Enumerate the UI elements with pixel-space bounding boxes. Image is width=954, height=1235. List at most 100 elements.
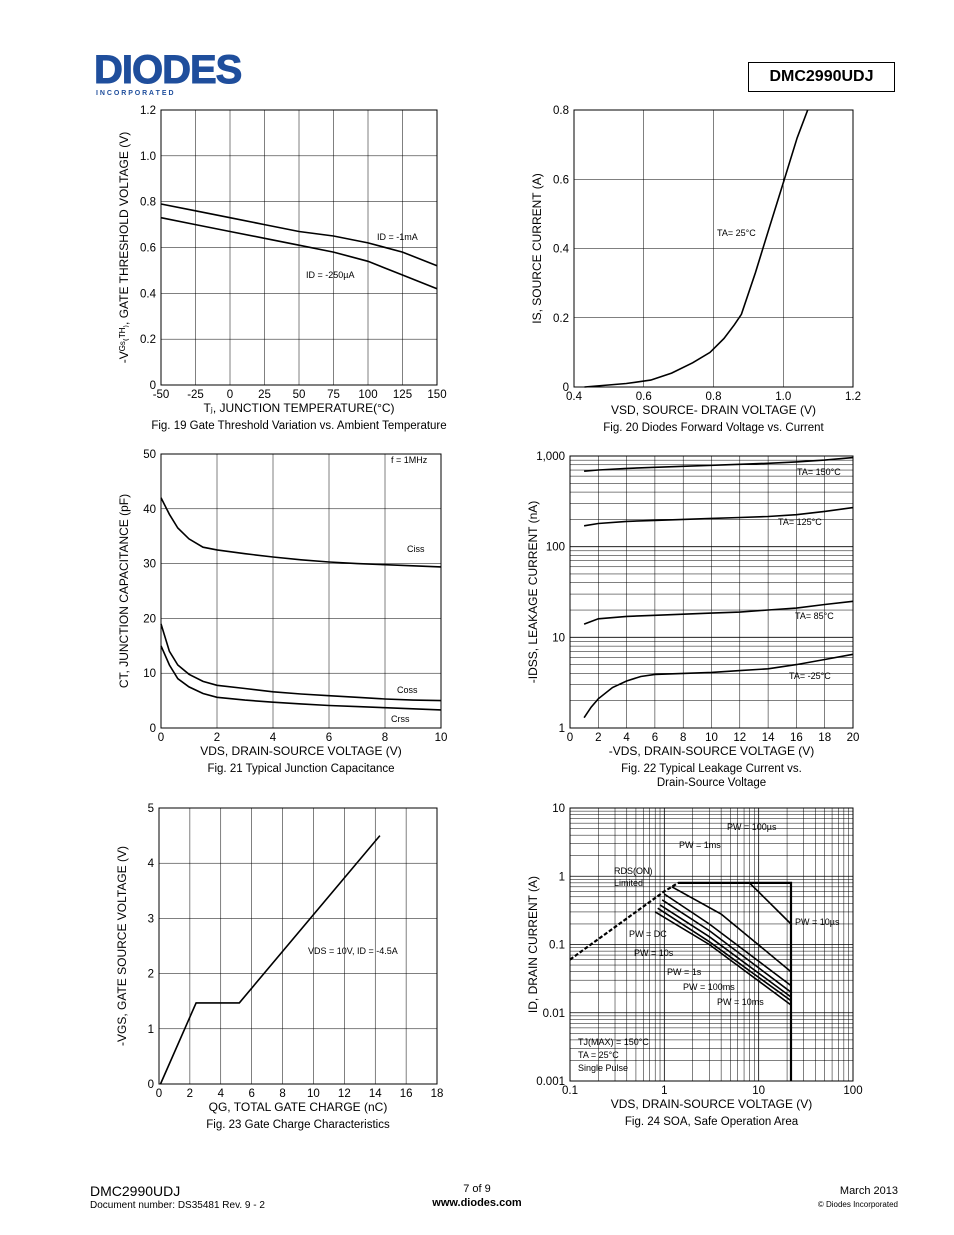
fig22-xtick-label: 10 xyxy=(705,732,718,744)
fig21-xtick-label: 0 xyxy=(158,732,164,744)
fig22-caption-line2: Drain-Source Voltage xyxy=(657,777,766,789)
fig24-xtick-label: 0.1 xyxy=(562,1085,578,1097)
fig21-ytick-label: 0 xyxy=(150,723,156,735)
fig21-caption: Fig. 21 Typical Junction Capacitance xyxy=(207,763,394,775)
fig20-xlabel: VSD, SOURCE- DRAIN VOLTAGE (V) xyxy=(611,403,816,417)
fig19-ytick-label: 0.2 xyxy=(140,334,156,346)
fig19-xtick-label: 50 xyxy=(293,389,306,401)
fig23-xtick-label: 2 xyxy=(187,1088,193,1100)
fig23-ytick-label: 0 xyxy=(148,1079,154,1091)
fig22-series-label: TA= 125°C xyxy=(778,517,822,527)
fig22-ylabel: -IDSS, LEAKAGE CURRENT (nA) xyxy=(526,501,540,683)
fig22-series-label: TA= 150°C xyxy=(797,467,841,477)
footer-website-link[interactable]: www.diodes.com xyxy=(432,1197,522,1209)
fig22-series-2 xyxy=(583,600,854,625)
fig21-series-2 xyxy=(160,645,442,711)
fig24-xlabel: VDS, DRAIN-SOURCE VOLTAGE (V) xyxy=(611,1097,813,1111)
fig22-series-0 xyxy=(584,456,854,472)
fig24-pw-label: PW = 100µs xyxy=(727,822,777,832)
fig19-xtick-label: 125 xyxy=(393,389,412,401)
fig23-ytick-label: 5 xyxy=(148,803,154,815)
fig22-series-1 xyxy=(583,506,854,527)
fig23-xtick-label: 6 xyxy=(248,1088,254,1100)
fig24-xtick-label: 100 xyxy=(843,1085,862,1097)
fig24-series-6 xyxy=(659,904,792,998)
footer-copyright: © Diodes Incorporated xyxy=(817,1200,898,1209)
fig22-ytick-label: 1,000 xyxy=(536,451,565,463)
fig22-xtick-label: 18 xyxy=(818,732,831,744)
logo-wordmark: DIODES I N C O R P O R A T E D xyxy=(94,50,244,97)
fig22-series-label: TA= -25°C xyxy=(789,671,831,681)
fig19-caption: Fig. 19 Gate Threshold Variation vs. Amb… xyxy=(151,420,446,432)
fig24-pw-label: PW = 10µs xyxy=(795,917,840,927)
fig24-condition-label: TA = 25°C xyxy=(578,1050,619,1060)
fig24-pw-label: PW = 1s xyxy=(667,967,702,977)
fig23-ytick-label: 2 xyxy=(148,969,154,981)
fig24-xtick-label: 1 xyxy=(661,1085,667,1097)
fig23-ytick-label: 4 xyxy=(148,858,155,870)
fig24-condition-label: Single Pulse xyxy=(578,1063,628,1073)
logo-brand-text: DIODES xyxy=(94,50,242,92)
fig22-xtick-label: 2 xyxy=(595,732,601,744)
fig21-ytick-label: 10 xyxy=(143,668,156,680)
fig24-series-0 xyxy=(569,881,679,961)
fig22-xtick-label: 12 xyxy=(733,732,746,744)
fig20-xtick-label: 1.0 xyxy=(775,391,791,403)
fig21-xtick-label: 6 xyxy=(326,732,332,744)
fig22-series-3 xyxy=(583,653,854,719)
fig24-condition-label: TJ(MAX) = 150°C xyxy=(578,1037,649,1047)
fig19-xtick-label: 150 xyxy=(427,389,446,401)
fig22-xtick-label: 0 xyxy=(567,732,573,744)
fig20-caption: Fig. 20 Diodes Forward Voltage vs. Curre… xyxy=(603,422,824,434)
fig24-ytick-label: 0.1 xyxy=(549,940,565,952)
fig23-ylabel: -VGS, GATE SOURCE VOLTAGE (V) xyxy=(115,846,129,1046)
fig24-rds-limited-label: Limited xyxy=(614,878,643,888)
fig24-caption: Fig. 24 SOA, Safe Operation Area xyxy=(625,1116,799,1128)
fig24-series-7 xyxy=(657,907,792,1002)
fig20-temp-label: TA= 25°C xyxy=(717,228,756,238)
fig21-ytick-label: 50 xyxy=(143,449,156,461)
fig24-series-8 xyxy=(654,911,792,1006)
fig24-ytick-label: 10 xyxy=(552,803,565,815)
fig19-xtick-label: 25 xyxy=(258,389,271,401)
fig20-ytick-label: 0.6 xyxy=(553,174,569,186)
fig21-ytick-label: 40 xyxy=(143,504,156,516)
fig19-xtick-label: -50 xyxy=(153,389,170,401)
fig21-ytick-label: 20 xyxy=(143,613,156,625)
fig19-xtick-label: -25 xyxy=(187,389,204,401)
fig21-xtick-label: 2 xyxy=(214,732,220,744)
fig19-ytick-label: 0.4 xyxy=(140,288,157,300)
fig20-xtick-label: 0.8 xyxy=(706,391,722,403)
fig21-xtick-label: 10 xyxy=(435,732,448,744)
fig22-xtick-label: 14 xyxy=(762,732,775,744)
fig20-series-0 xyxy=(584,109,809,388)
fig24-pw-label: PW = 10ms xyxy=(717,997,764,1007)
fig21-ciss-label: Ciss xyxy=(407,544,425,554)
fig24-pw-label: PW = 100ms xyxy=(683,982,735,992)
fig21-coss-label: Coss xyxy=(397,685,418,695)
fig23-xtick-label: 12 xyxy=(338,1088,351,1100)
fig19-ytick-label: 1.0 xyxy=(140,151,156,163)
fig19-label-1ma: ID = -1mA xyxy=(377,232,418,242)
footer-document-number: Document number: DS35481 Rev. 9 - 2 xyxy=(90,1200,265,1211)
fig22-xtick-label: 4 xyxy=(623,732,630,744)
fig21-freq-label: f = 1MHz xyxy=(391,455,428,465)
fig19-ylabel: -Vᴳˢ₍ᵀᴴ₎, GATE THRESHOLD VOLTAGE (V) xyxy=(117,132,131,363)
fig19-series-1 xyxy=(160,216,438,290)
fig23-xtick-label: 8 xyxy=(279,1088,285,1100)
fig23-series-0 xyxy=(159,835,381,1085)
fig22-ytick-label: 1 xyxy=(559,723,565,735)
fig24-series-4 xyxy=(663,893,792,987)
fig22-xtick-label: 16 xyxy=(790,732,803,744)
fig24-series-5 xyxy=(661,899,792,993)
fig19-ytick-label: 0.8 xyxy=(140,197,156,209)
fig20-xtick-label: 0.6 xyxy=(636,391,652,403)
fig20-ytick-label: 0.4 xyxy=(553,244,570,256)
fig20-ytick-label: 0 xyxy=(563,382,569,394)
fig19-label-250ua: ID = -250µA xyxy=(306,270,354,280)
fig22-ytick-label: 10 xyxy=(552,632,565,644)
fig23-xtick-label: 0 xyxy=(156,1088,162,1100)
fig20-xtick-label: 1.2 xyxy=(845,391,861,403)
fig24-ylabel: ID, DRAIN CURRENT (A) xyxy=(526,876,540,1013)
